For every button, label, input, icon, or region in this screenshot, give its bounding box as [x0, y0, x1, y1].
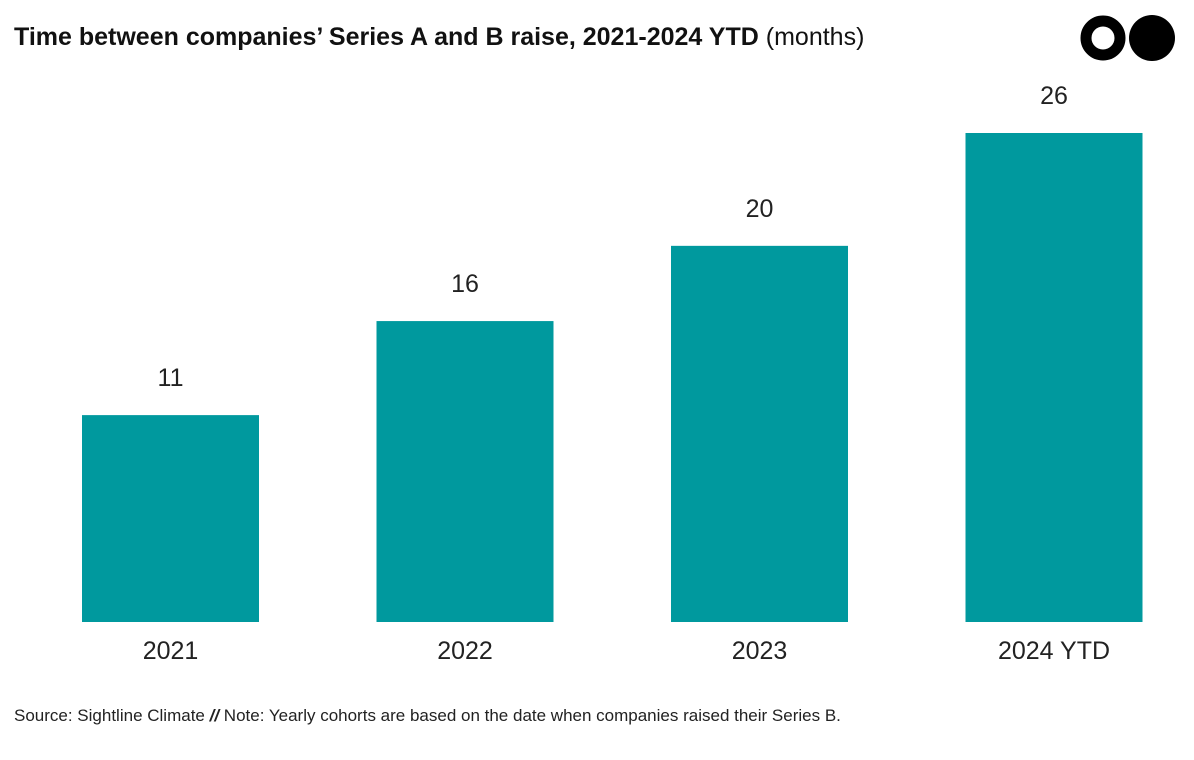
chart-title: Time between companies’ Series A and B r…	[14, 19, 864, 55]
footer-separator: //	[209, 706, 220, 725]
x-tick-label: 2021	[143, 637, 199, 665]
chart-title-main: Time between companies’ Series A and B r…	[14, 23, 759, 51]
value-label: 11	[158, 364, 184, 392]
bar-2022	[376, 321, 554, 622]
source-text: Source: Sightline Climate	[14, 706, 205, 725]
note-text: Note: Yearly cohorts are based on the da…	[223, 706, 841, 725]
value-label: 20	[746, 195, 774, 223]
value-label: 26	[1040, 82, 1068, 110]
chart-footer: Source: Sightline Climate // Note: Yearl…	[14, 704, 974, 728]
chart-title-unit: (months)	[765, 23, 865, 51]
value-label: 16	[451, 270, 479, 298]
bar-chart: 11 2021 16 2022 20 2023 26 2024 YTD	[82, 82, 1143, 665]
x-tick-label: 2022	[437, 637, 493, 665]
x-tick-label: 2024 YTD	[998, 637, 1110, 665]
bar-2023	[671, 245, 848, 622]
two-dot-logo-icon	[1080, 15, 1175, 61]
bar-2021	[82, 415, 259, 622]
x-tick-label: 2023	[732, 637, 788, 665]
bar-2024-ytd	[965, 133, 1143, 622]
